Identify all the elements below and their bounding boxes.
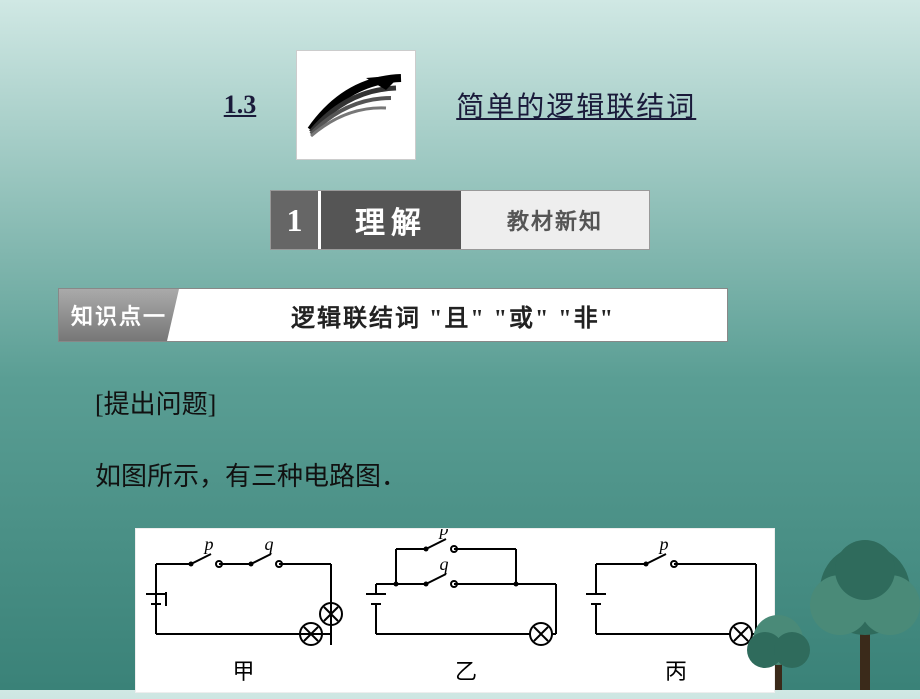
slide-title: 简单的逻辑联结词 [456, 85, 696, 125]
svg-text:丙: 丙 [665, 659, 687, 684]
topic-tag: 知识点一 [59, 289, 179, 341]
swoosh-logo [296, 50, 416, 160]
banner-number: 1 [271, 191, 321, 249]
svg-text:p: p [438, 529, 449, 539]
topic-title: 逻辑联结词 "且" "或" "非" [179, 289, 727, 341]
section-number: 1.3 [224, 90, 257, 120]
svg-text:p: p [658, 534, 669, 554]
svg-text:乙: 乙 [455, 659, 477, 684]
svg-text:甲: 甲 [232, 659, 254, 684]
svg-text:q: q [440, 554, 449, 574]
section-banner: 1 理解 教材新知 [270, 190, 650, 250]
banner-main-text: 理解 [321, 191, 461, 249]
banner-sub-text: 教材新知 [461, 191, 649, 249]
topic-bar: 知识点一 逻辑联结词 "且" "或" "非" [58, 288, 728, 342]
svg-text:p: p [203, 534, 214, 554]
svg-text:q: q [265, 534, 274, 554]
circuit-diagrams: p q 甲 p q 乙 p 丙 [135, 528, 775, 693]
question-label: [提出问题] [95, 384, 920, 421]
circuit-intro-text: 如图所示，有三种电路图． [95, 456, 920, 493]
slide-header: 1.3 简单的逻辑联结词 [0, 0, 920, 160]
